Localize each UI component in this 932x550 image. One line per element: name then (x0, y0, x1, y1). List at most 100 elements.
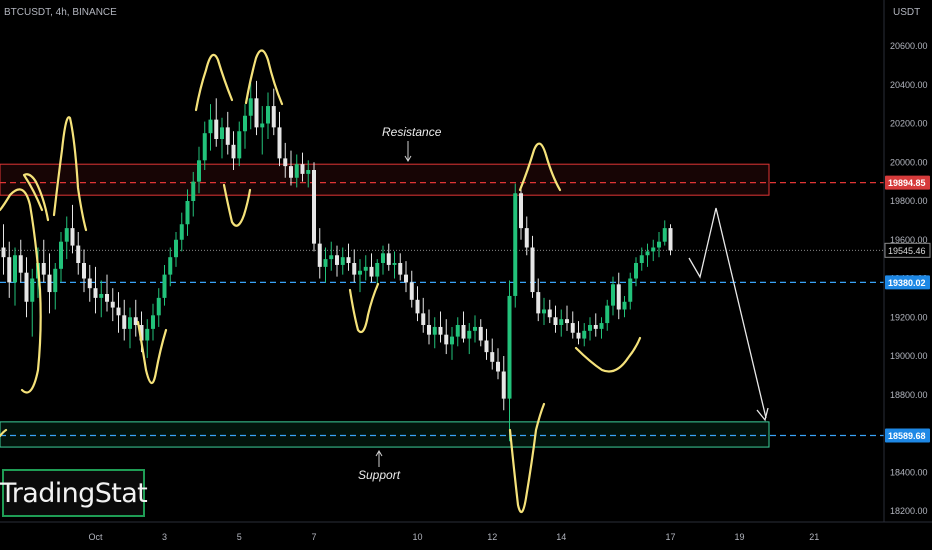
candle (386, 243, 391, 271)
candle (208, 104, 213, 151)
candle (70, 204, 75, 254)
candle-body (461, 325, 466, 339)
y-tick-label: 19200.00 (890, 312, 928, 322)
drawing-stroke (222, 183, 252, 227)
candle-body (467, 330, 472, 339)
candle (622, 295, 627, 318)
candle (369, 253, 374, 283)
candle (271, 88, 276, 136)
candle (122, 299, 127, 341)
candle (231, 131, 236, 170)
candle (300, 152, 305, 182)
x-tick-label: 14 (556, 532, 566, 542)
candle (76, 232, 81, 275)
candle (570, 311, 575, 339)
candle (473, 315, 477, 343)
candle-body (70, 228, 75, 246)
candle-body (41, 263, 46, 275)
candle-body (386, 253, 391, 265)
candle-body (168, 257, 173, 275)
x-tick-label: 5 (237, 532, 242, 542)
candle-body (588, 325, 592, 331)
candle (225, 111, 230, 155)
candle-body (87, 278, 92, 289)
y-tick-label: 19800.00 (890, 196, 928, 206)
candle-body (243, 115, 247, 132)
candle (639, 247, 644, 271)
candle (277, 111, 282, 167)
candle (478, 319, 483, 347)
candle (162, 264, 167, 306)
resistance-zone (0, 163, 770, 196)
candle-body (524, 228, 529, 248)
candle-body (352, 263, 357, 275)
candle (248, 82, 253, 130)
candle-body (599, 323, 604, 329)
candle (501, 356, 506, 411)
candle-body (122, 315, 127, 329)
candle-body (277, 127, 282, 159)
candle (243, 104, 247, 149)
candle-body (513, 193, 518, 296)
candle (547, 299, 552, 324)
candle (507, 280, 512, 442)
resistance-pointer-head (404, 155, 412, 162)
candle (133, 299, 138, 337)
candle (662, 220, 667, 246)
candle (289, 150, 293, 186)
candle-body (340, 257, 345, 265)
candle-body (501, 371, 506, 399)
candle (266, 92, 270, 139)
candle (323, 247, 328, 283)
candle (363, 255, 368, 281)
candle (87, 264, 92, 302)
candle-body (570, 323, 575, 333)
current-price-tag-box (884, 242, 931, 258)
chart-title: BTCUSDT, 4h, BINANCE (4, 7, 117, 18)
candle-body (76, 245, 81, 263)
candle (105, 274, 109, 312)
candle-body (335, 255, 339, 265)
candle (455, 317, 460, 347)
candle-body (611, 284, 615, 306)
candle-body (260, 123, 265, 128)
candle (156, 288, 161, 327)
candle-body (47, 274, 52, 293)
resistance-price-tag-text: 19894.85 (888, 178, 926, 188)
candle-body (317, 243, 322, 267)
candle (668, 224, 673, 256)
candle-body (191, 181, 196, 201)
candle (524, 216, 529, 256)
candle-body (208, 119, 213, 134)
candle-body (519, 193, 523, 229)
resistance-price-tag: 19894.85 (885, 175, 930, 190)
candle (404, 261, 408, 293)
current-price-tag: 19545.46 (884, 242, 931, 258)
candle-body (628, 278, 633, 302)
resistance-price-tag-box (885, 175, 930, 190)
candle-body (18, 255, 23, 273)
candle-body (427, 325, 431, 335)
candle (185, 189, 190, 236)
candle (24, 257, 29, 318)
candle (59, 232, 63, 283)
candle-body (553, 317, 558, 325)
candle (340, 247, 345, 275)
candle (294, 154, 299, 188)
candle-body (329, 255, 334, 260)
candle-body (323, 259, 328, 267)
y-tick-label: 19600.00 (890, 235, 928, 245)
candle (409, 270, 414, 308)
y-tick-label: 18200.00 (890, 506, 928, 516)
candle (13, 247, 17, 306)
candle (7, 241, 12, 298)
drawing-stroke (0, 428, 8, 438)
mid-price-tag-box (885, 275, 930, 290)
drawing-stroke (0, 188, 42, 394)
candle (358, 259, 362, 293)
mid-price-tag-text: 19380.02 (888, 278, 926, 288)
candle-body (444, 334, 449, 345)
candle-body (1, 247, 6, 258)
